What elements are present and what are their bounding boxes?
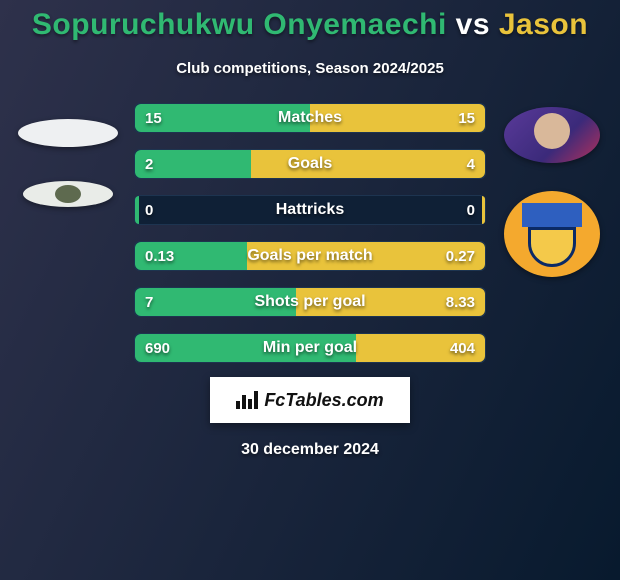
title-right-player: Jason (499, 8, 588, 41)
stat-bar: 78.33Shots per goal (134, 287, 486, 317)
title-left-player: Sopuruchukwu Onyemaechi (32, 8, 447, 41)
watermark-text: FcTables.com (264, 390, 383, 411)
main-row: 1515Matches 24Goals 00Hattricks 0.130.27Goa… (0, 103, 620, 363)
stat-bar: 690404Min per goal (134, 333, 486, 363)
subtitle: Club competitions, Season 2024/2025 (0, 60, 620, 77)
right-player-avatar (504, 107, 600, 163)
title: Sopuruchukwu Onyemaechi vs Jason (0, 0, 620, 42)
watermark: FcTables.com (210, 377, 410, 423)
left-player-avatar (18, 119, 118, 147)
bar-label: Matches (135, 104, 485, 132)
infographic: Sopuruchukwu Onyemaechi vs Jason Club co… (0, 0, 620, 580)
right-club-badge (504, 191, 600, 277)
right-side (490, 103, 614, 363)
stat-bar: 24Goals (134, 149, 486, 179)
stat-bar: 1515Matches (134, 103, 486, 133)
left-side (6, 103, 130, 363)
bar-label: Min per goal (135, 334, 485, 362)
left-club-badge-inner (55, 185, 81, 203)
bar-label: Hattricks (135, 196, 485, 224)
date: 30 december 2024 (0, 441, 620, 459)
bar-label: Goals per match (135, 242, 485, 270)
stat-bars: 1515Matches 24Goals 00Hattricks 0.130.27Goa… (130, 103, 490, 363)
stat-bar: 0.130.27Goals per match (134, 241, 486, 271)
bar-label: Shots per goal (135, 288, 485, 316)
title-vs: vs (447, 8, 499, 41)
left-club-badge (23, 181, 113, 207)
bar-label: Goals (135, 150, 485, 178)
barchart-icon (236, 391, 258, 409)
stat-bar: 00Hattricks (134, 195, 486, 225)
